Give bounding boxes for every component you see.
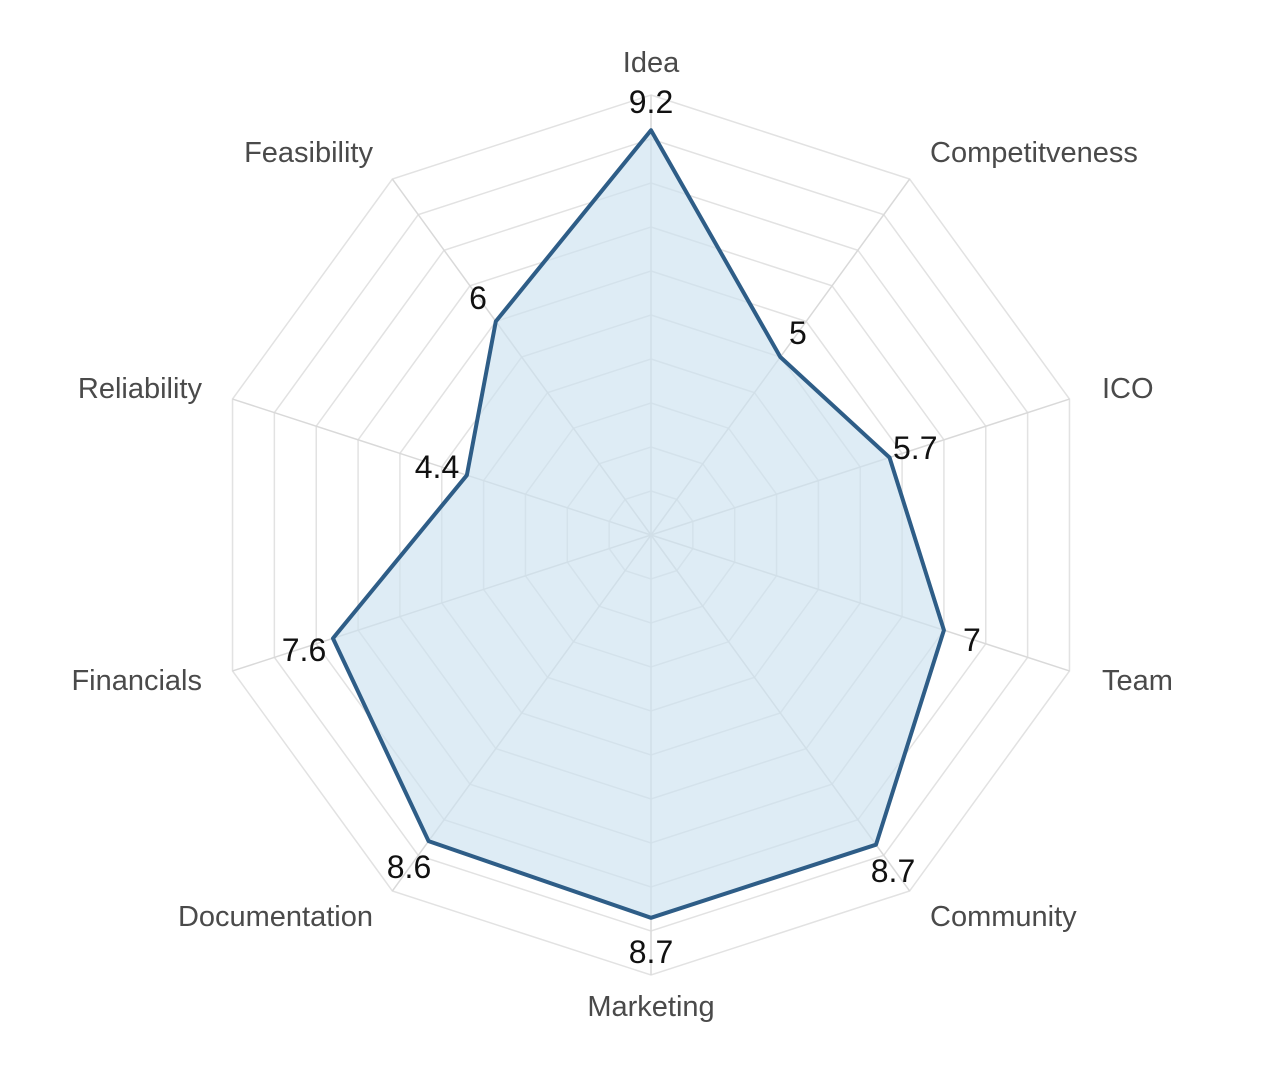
axis-labels: Idea Competitveness ICO Team Community Market…	[71, 47, 1172, 1023]
radar-series	[330, 128, 946, 920]
value-label: 4.4	[415, 449, 459, 485]
axis-label: Reliability	[78, 373, 203, 405]
axis-label: Idea	[623, 47, 680, 79]
value-label: 8.7	[629, 934, 673, 970]
value-label: 9.2	[629, 84, 673, 120]
axis-label: Financials	[71, 665, 202, 697]
value-label: 7.6	[282, 632, 326, 668]
value-label: 6	[469, 280, 487, 316]
axis-label: Feasibility	[244, 137, 373, 169]
value-label: 8.7	[871, 853, 915, 889]
axis-label: ICO	[1102, 373, 1154, 405]
value-labels: 9.2 5 5.7 7 8.7 8.7 8.6 7.6 4.4 6	[282, 84, 981, 970]
axis-label: Competitveness	[930, 137, 1138, 169]
value-label: 8.6	[387, 849, 431, 885]
value-label: 5.7	[893, 430, 937, 466]
axis-label: Community	[930, 901, 1077, 933]
axis-label: Marketing	[587, 991, 714, 1023]
axis-label: Team	[1102, 665, 1173, 697]
value-label: 5	[789, 315, 807, 351]
series-area	[330, 128, 946, 920]
value-label: 7	[963, 622, 981, 658]
axis-label: Documentation	[178, 901, 373, 933]
